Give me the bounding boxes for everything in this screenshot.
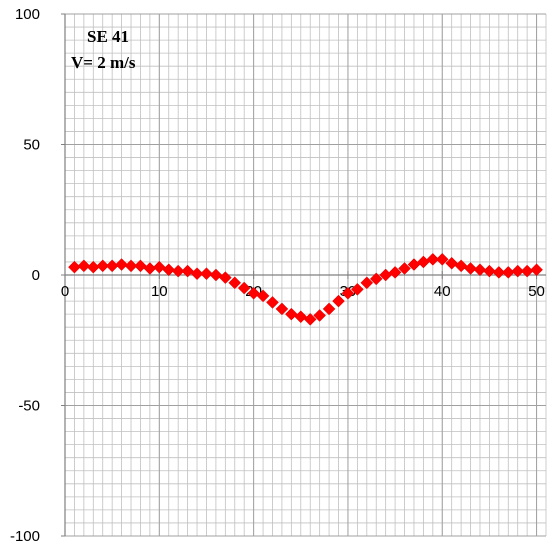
data-point: [152, 260, 166, 274]
data-point: [454, 259, 468, 273]
x-tick-label: 0: [61, 283, 69, 300]
data-point: [483, 264, 496, 278]
data-point: [96, 259, 110, 273]
data-point: [313, 309, 327, 322]
data-point: [218, 271, 232, 284]
data-point: [294, 310, 308, 324]
data-point: [435, 252, 449, 266]
data-point: [171, 264, 185, 278]
data-point: [209, 268, 223, 282]
data-point: [426, 252, 440, 266]
data-point: [190, 267, 204, 281]
data-point: [530, 263, 543, 277]
data-point: [134, 259, 147, 273]
data-point: [369, 272, 383, 286]
data-point: [68, 260, 81, 274]
y-tick-label: 0: [32, 267, 40, 284]
data-point: [237, 281, 251, 295]
data-point: [200, 267, 213, 281]
data-point: [360, 276, 374, 290]
data-point: [228, 276, 242, 290]
data-point: [388, 266, 402, 279]
y-tick-labels: 100 50 0 -50 -100: [10, 6, 40, 542]
data-point: [266, 296, 279, 309]
data-point: [143, 262, 157, 275]
y-tick-label: 50: [23, 137, 40, 154]
data-point: [341, 286, 355, 300]
data-point: [275, 302, 289, 316]
x-tick-label: 40: [434, 283, 451, 300]
data-point: [115, 258, 128, 271]
data-point: [86, 260, 100, 274]
data-point: [473, 263, 487, 277]
data-point: [511, 264, 525, 278]
data-point: [445, 256, 459, 270]
data-point: [303, 313, 317, 326]
data-point: [77, 259, 91, 273]
x-tick-label: 10: [151, 283, 168, 300]
x-tick-labels: 01020304050: [61, 283, 545, 300]
data-point: [351, 283, 364, 296]
chart-title-line-1: SE 41: [87, 27, 129, 46]
data-point: [256, 289, 270, 303]
data-point: [501, 266, 515, 279]
data-point: [492, 266, 506, 279]
chart-title-line-2: V= 2 m/s: [71, 53, 136, 72]
x-tick-label: 50: [528, 283, 545, 300]
data-point: [162, 263, 176, 277]
y-tick-label: 100: [15, 6, 40, 23]
data-point: [322, 302, 336, 316]
data-point: [181, 264, 194, 278]
data-point: [464, 262, 477, 275]
y-tick-label: -50: [18, 398, 40, 415]
data-markers: [68, 252, 543, 326]
data-point: [417, 255, 430, 269]
data-point: [247, 286, 260, 300]
data-point: [284, 307, 298, 321]
data-point: [124, 259, 138, 273]
data-point: [332, 294, 345, 308]
data-point: [398, 262, 411, 275]
y-tick-label: -100: [10, 528, 40, 542]
